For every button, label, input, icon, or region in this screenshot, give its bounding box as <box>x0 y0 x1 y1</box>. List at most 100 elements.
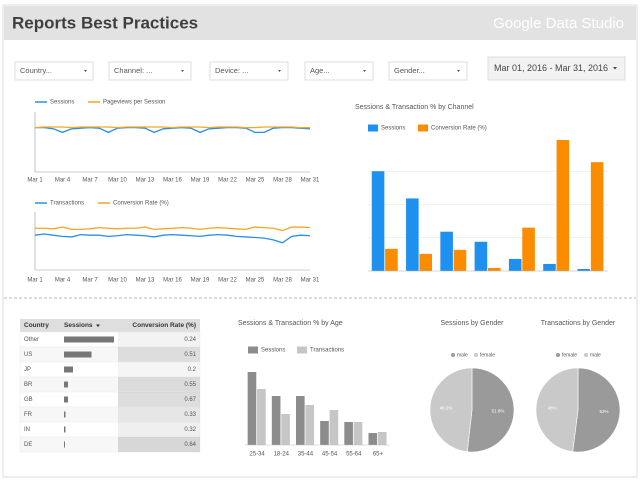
legend-swatch <box>368 124 378 132</box>
heat-cell <box>118 392 200 407</box>
filter-box[interactable] <box>108 61 192 81</box>
bar <box>590 162 604 271</box>
x-tick-label: Mar 13 <box>136 178 155 184</box>
data-table: Country Sessions Conversion Rate (%) Other 0… <box>19 319 201 453</box>
x-tick-label: 25-34 <box>249 452 265 458</box>
x-tick-label: Mar 4 <box>55 178 71 184</box>
bar <box>344 422 353 445</box>
x-tick-label: 35-44 <box>298 452 314 458</box>
conversion-rate: 0.24 <box>184 337 196 343</box>
bar <box>522 227 535 271</box>
heat-cell <box>118 377 200 392</box>
filter-box[interactable] <box>304 61 374 81</box>
bar <box>257 389 266 445</box>
filter-box[interactable] <box>14 61 94 81</box>
conversion-rate: 0.51 <box>184 352 196 358</box>
pie-slice <box>466 367 515 453</box>
charts: Mar 1 Mar 4 Mar 7 Mar 10 Mar 13 Mar 16 Mar 19 M… <box>27 100 621 458</box>
legend-swatch <box>451 353 455 357</box>
conversion-rate: 0.33 <box>184 412 196 418</box>
sessions-bar <box>64 411 66 418</box>
bar <box>377 432 387 445</box>
bar <box>329 410 339 445</box>
chart-title: Transactions by Gender <box>541 320 616 327</box>
legend-swatch <box>474 353 478 357</box>
pie-slice <box>429 367 473 453</box>
sessions-bar <box>64 441 65 448</box>
filter-bar: Country... Channel: ... Device: ... Age.… <box>14 56 626 81</box>
bar <box>556 140 570 271</box>
bar <box>368 433 378 445</box>
legend-swatch <box>297 346 307 354</box>
column-header: Sessions <box>64 322 93 329</box>
x-tick-label: Mar 7 <box>82 278 98 284</box>
header-bar <box>4 6 636 40</box>
pie-slice <box>572 367 621 453</box>
column-header: Conversion Rate (%) <box>132 322 196 329</box>
x-tick-label: Mar 28 <box>273 178 292 184</box>
bar <box>453 249 467 271</box>
chart-title: Sessions by Gender <box>440 320 504 327</box>
bar <box>508 258 522 271</box>
x-tick-label: 45-54 <box>322 452 338 458</box>
legend-label: female <box>480 352 495 358</box>
legend-label: Sessions <box>381 126 405 132</box>
slice-label: 48% <box>548 406 557 411</box>
sessions-bar <box>64 396 68 403</box>
x-tick-label: Mar 10 <box>108 278 127 284</box>
series-line <box>34 233 311 244</box>
x-tick-label: 65+ <box>373 452 384 458</box>
sessions-bar <box>64 336 114 343</box>
legend-label: Pageviews per Session <box>103 100 165 106</box>
conversion-rate: 0.2 <box>188 367 197 373</box>
country: DE <box>24 442 32 448</box>
legend-label: Conversion Rate (%) <box>113 201 169 207</box>
date-range-box[interactable] <box>487 56 626 81</box>
x-tick-label: Mar 13 <box>136 278 155 284</box>
x-tick-label: Mar 31 <box>301 178 320 184</box>
column-header: Country <box>24 322 49 329</box>
chart-title: Sessions & Transaction % by Age <box>238 320 343 327</box>
x-tick-label: Mar 16 <box>163 178 182 184</box>
bar <box>577 268 591 271</box>
filter-box[interactable] <box>388 61 468 81</box>
heat-cell <box>118 332 200 347</box>
legend-swatch <box>584 353 588 357</box>
slice-label: 48.2% <box>440 406 453 411</box>
bar <box>385 248 398 271</box>
dropdown-arrow <box>84 70 87 72</box>
dropdown-arrow <box>613 67 617 70</box>
bar <box>305 405 315 445</box>
bar <box>419 253 432 271</box>
slice-label: 51.8% <box>492 409 505 414</box>
bar <box>406 198 419 271</box>
pie-slice <box>535 367 579 453</box>
filter-box[interactable] <box>209 61 289 81</box>
x-tick-label: Mar 22 <box>218 178 237 184</box>
country: US <box>24 352 32 358</box>
sessions-bar <box>64 381 68 388</box>
bar <box>474 241 488 271</box>
bar <box>353 422 363 445</box>
x-tick-label: Mar 10 <box>108 178 127 184</box>
x-tick-label: Mar 25 <box>246 278 265 284</box>
filter-label: Device: ... <box>215 66 248 75</box>
x-tick-label: Mar 22 <box>218 278 237 284</box>
country: FR <box>24 412 33 418</box>
x-tick-label: Mar 7 <box>82 178 98 184</box>
legend-label: Conversion Rate (%) <box>431 126 487 132</box>
legend-label: female <box>562 352 577 358</box>
x-tick-label: Mar 19 <box>191 278 210 284</box>
filter-label: Channel: ... <box>114 66 152 75</box>
heat-cell <box>118 362 200 377</box>
sessions-bar <box>64 366 73 373</box>
filter-label: Gender... <box>394 66 425 75</box>
country: GB <box>24 397 33 403</box>
bar <box>440 231 453 271</box>
conversion-rate: 0.55 <box>184 382 196 388</box>
bar <box>295 396 305 445</box>
legend-label: Transactions <box>50 201 84 207</box>
legend-swatch <box>248 346 258 354</box>
bar <box>543 263 556 271</box>
